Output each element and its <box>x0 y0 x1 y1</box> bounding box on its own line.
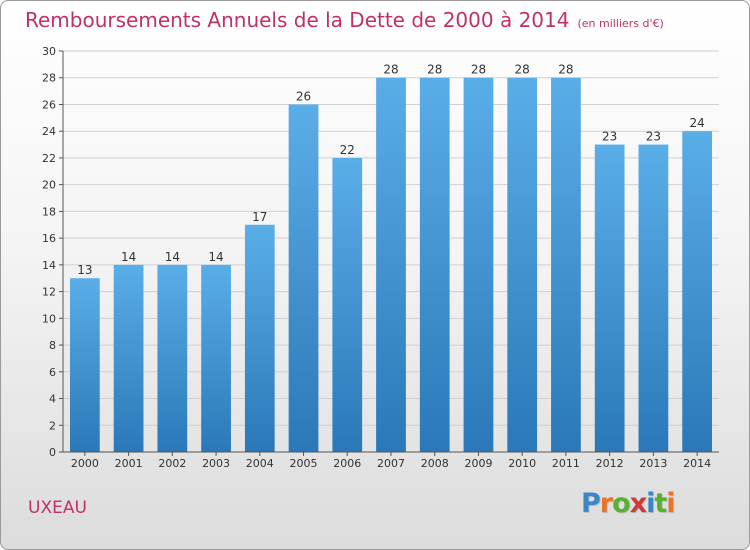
x-tick-label-2003: 2003 <box>202 457 230 470</box>
data-label-2011: 28 <box>558 63 573 77</box>
x-tick-label-2005: 2005 <box>290 457 318 470</box>
y-tick-label: 18 <box>42 205 56 218</box>
data-label-2007: 28 <box>383 63 398 77</box>
data-label-2000: 13 <box>77 263 92 277</box>
bar-2005 <box>288 104 319 452</box>
x-tick-label-2008: 2008 <box>421 457 449 470</box>
chart-title: Remboursements Annuels de la Dette de 20… <box>25 8 664 32</box>
bar-2001 <box>113 264 144 452</box>
logo-letter: o <box>612 488 631 519</box>
bar-2012 <box>594 144 625 453</box>
x-tick-label-2004: 2004 <box>246 457 274 470</box>
x-tick-label-2010: 2010 <box>508 457 536 470</box>
bar-2010 <box>507 77 538 452</box>
y-tick-label: 6 <box>49 366 56 379</box>
x-tick-label-2014: 2014 <box>683 457 711 470</box>
y-tick-label: 28 <box>42 72 56 85</box>
y-tick-label: 14 <box>42 259 56 272</box>
bar-2006 <box>332 157 363 452</box>
y-tick-label: 30 <box>42 45 56 58</box>
x-tick-label-2007: 2007 <box>377 457 405 470</box>
data-label-2006: 22 <box>340 143 355 157</box>
y-tick-label: 0 <box>49 446 56 459</box>
x-tick-label-2006: 2006 <box>333 457 361 470</box>
bar-2004 <box>244 224 275 452</box>
place-name: UXEAU <box>28 498 87 518</box>
x-tick-label-2002: 2002 <box>158 457 186 470</box>
data-label-2004: 17 <box>252 210 267 224</box>
bars <box>69 77 713 453</box>
bar-2011 <box>551 77 581 452</box>
data-label-2012: 23 <box>602 130 617 144</box>
y-tick-label: 22 <box>42 152 56 165</box>
logo-letter: P <box>581 488 601 519</box>
data-label-2008: 28 <box>427 63 442 77</box>
data-label-2014: 24 <box>689 116 704 130</box>
x-tick-label-2011: 2011 <box>552 457 580 470</box>
data-label-2005: 26 <box>296 89 311 103</box>
logo-letter: t <box>654 488 667 519</box>
y-tick-label: 12 <box>42 286 56 299</box>
data-labels: 13 14 14 14 17 26 22 28 28 28 28 28 23 23 24 <box>77 63 705 278</box>
x-tick-label-2013: 2013 <box>639 457 667 470</box>
logo-letter: i <box>646 488 655 519</box>
x-tick-label-2012: 2012 <box>596 457 624 470</box>
bar-2009 <box>463 77 494 452</box>
data-label-2009: 28 <box>471 63 486 77</box>
y-tick-label: 2 <box>49 419 56 432</box>
x-tick-label-2000: 2000 <box>71 457 99 470</box>
x-tick-label-2001: 2001 <box>115 457 143 470</box>
logo-letter: r <box>599 488 613 519</box>
x-tick-label-2009: 2009 <box>464 457 492 470</box>
y-tick-label: 20 <box>42 179 56 192</box>
y-tick-label: 4 <box>49 393 56 406</box>
data-label-2001: 14 <box>121 250 136 264</box>
data-label-2003: 14 <box>208 250 223 264</box>
data-label-2002: 14 <box>165 250 180 264</box>
data-label-2010: 28 <box>515 63 530 77</box>
y-tick-label: 10 <box>42 312 56 325</box>
chart-unit: (en milliers d'€) <box>577 17 664 30</box>
logo-letter: x <box>629 488 647 519</box>
bar-2000 <box>69 278 100 452</box>
bar-2008 <box>419 77 450 452</box>
bar-2013 <box>638 144 669 453</box>
bar-2002 <box>157 264 188 452</box>
y-tick-label: 8 <box>49 339 56 352</box>
bar-2014 <box>682 131 713 452</box>
chart-title-text: Remboursements Annuels de la Dette de 20… <box>25 8 570 32</box>
y-tick-label: 26 <box>42 98 56 111</box>
proxiti-logo: Proxiti <box>581 488 676 519</box>
logo-letter: i <box>666 488 675 519</box>
data-label-2013: 23 <box>646 130 661 144</box>
y-tick-label: 16 <box>42 232 56 245</box>
y-tick-label: 24 <box>42 125 56 138</box>
bar-2007 <box>376 77 406 452</box>
bar-2003 <box>201 264 231 452</box>
